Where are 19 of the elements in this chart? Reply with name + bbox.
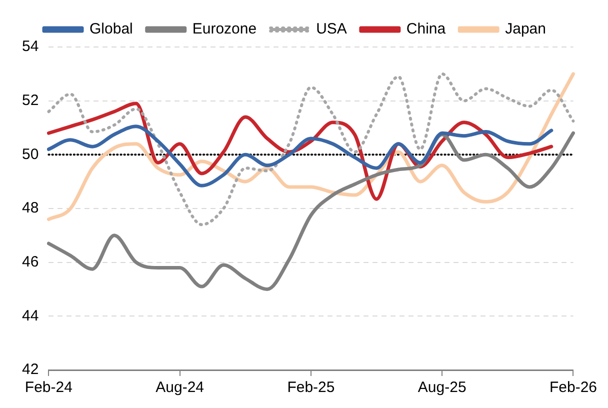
legend-label: USA <box>316 20 347 38</box>
line-series <box>46 124 554 188</box>
line-series <box>46 131 575 291</box>
x-tick-label: Feb-26 <box>549 379 597 396</box>
x-tick-label: Feb-24 <box>24 379 72 396</box>
y-tick-label: 42 <box>22 361 39 378</box>
legend-label: Global <box>90 20 133 38</box>
legend-label: China <box>406 20 446 38</box>
y-tick-label: 52 <box>22 92 39 109</box>
y-tick-label: 46 <box>22 253 39 270</box>
y-tick-label: 50 <box>22 146 39 163</box>
y-tick-label: 54 <box>22 38 39 56</box>
legend-label: Eurozone <box>192 20 257 38</box>
x-tick-label: Aug-24 <box>156 379 204 396</box>
legend-label: Japan <box>505 20 546 38</box>
x-tick-label: Aug-25 <box>418 379 466 396</box>
y-tick-label: 44 <box>22 307 39 324</box>
x-tick-label: Feb-25 <box>287 379 335 396</box>
y-tick-label: 48 <box>22 200 39 217</box>
